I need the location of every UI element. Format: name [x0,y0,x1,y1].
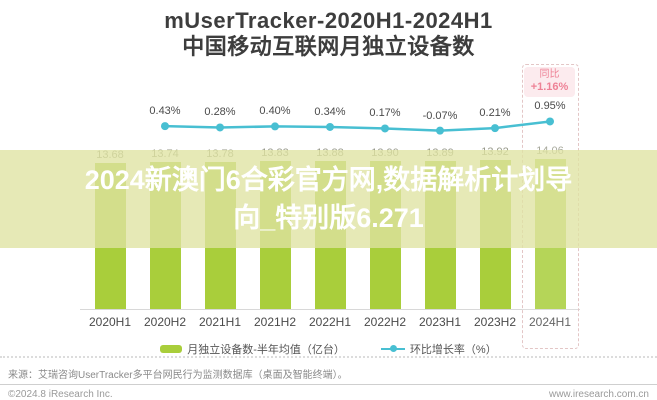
watermark-line2: 向_特别版6.271 [233,203,424,233]
chart-title: mUserTracker-2020H1-2024H1 中国移动互联网月独立设备数 [0,8,657,60]
chart-title-line2: 中国移动互联网月独立设备数 [182,34,475,59]
x-tick-2020H1: 2020H1 [88,315,132,329]
copyright-text: ©2024.8 iResearch Inc. [8,389,113,400]
legend-item-devices: 月独立设备数-半年均值（亿台） [160,341,345,357]
legend-item-growth: 环比增长率（%） [380,341,497,357]
line-swatch-icon [380,345,405,353]
x-tick-2023H2: 2023H2 [473,315,517,329]
x-tick-2022H1: 2022H1 [308,315,352,329]
x-tick-2021H1: 2021H1 [198,315,242,329]
watermark-band: 2024新澳门6合彩官方网,数据解析计划导 向_特别版6.271 [0,150,657,248]
source-note: 来源：艾瑞咨询UserTracker多平台网民行为监测数据库（桌面及智能终端）。 [8,370,348,381]
growth-value-label: 0.43% [149,105,181,118]
chart-title-line1: mUserTracker-2020H1-2024H1 [164,8,493,33]
website-url: www.iresearch.com.cn [548,389,649,400]
legend: 月独立设备数-半年均值（亿台） 环比增长率（%） [0,341,657,357]
x-tick-2024H1: 2024H1 [528,315,572,329]
growth-value-label: 0.34% [314,105,346,118]
growth-value-label: 0.28% [204,106,236,119]
x-tick-2023H1: 2023H1 [418,315,462,329]
growth-value-label: 0.21% [479,107,511,120]
watermark-line1: 2024新澳门6合彩官方网,数据解析计划导 [84,165,573,195]
growth-value-label: 0.17% [369,107,401,120]
x-tick-2020H2: 2020H2 [143,315,187,329]
growth-value-label: 0.95% [534,100,566,113]
growth-value-label: 0.40% [259,105,291,118]
yoy-badge-label: 同比 [539,69,560,80]
x-tick-2021H2: 2021H2 [253,315,297,329]
yoy-badge: 同比 +1.16% [524,67,575,97]
legend-line-label: 环比增长率（%） [409,344,497,356]
footer-divider [0,384,657,385]
bar-swatch-icon [160,345,183,353]
x-tick-2022H2: 2022H2 [363,315,407,329]
dotted-divider [0,356,657,358]
x-axis-line [80,309,580,310]
growth-value-label: -0.07% [422,109,458,122]
legend-bar-label: 月独立设备数-半年均值（亿台） [187,344,345,356]
yoy-badge-value: +1.16% [530,81,569,93]
